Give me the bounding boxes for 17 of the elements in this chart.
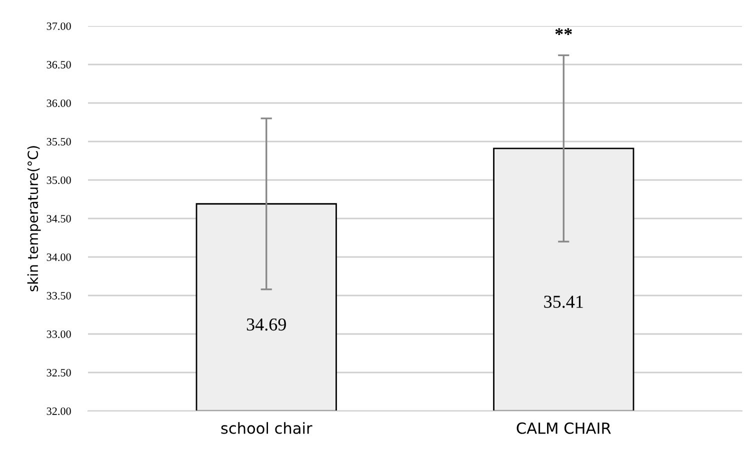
y-tick-label: 33.50 bbox=[46, 292, 71, 300]
y-tick-label: 32.50 bbox=[46, 368, 71, 377]
y-tick-label: 37.00 bbox=[46, 22, 71, 30]
x-tick-label: CALM CHAIR bbox=[516, 422, 611, 434]
y-tick-label: 35.50 bbox=[46, 138, 71, 146]
y-axis-title: skin temperature(°C) bbox=[27, 146, 41, 292]
x-tick-label: school chair bbox=[221, 422, 312, 434]
y-tick-label: 34.50 bbox=[46, 214, 71, 223]
annotation: ** bbox=[555, 28, 572, 36]
y-tick-label: 35.00 bbox=[46, 176, 71, 184]
y-tick-label: 34.00 bbox=[46, 253, 71, 262]
data-label: 35.41 bbox=[544, 296, 583, 308]
y-tick-label: 33.00 bbox=[46, 330, 71, 338]
data-label: 34.69 bbox=[246, 318, 286, 331]
y-tick-label: 32.00 bbox=[46, 407, 71, 416]
y-tick-label: 36.50 bbox=[46, 60, 71, 69]
y-tick-label: 36.00 bbox=[46, 99, 71, 108]
